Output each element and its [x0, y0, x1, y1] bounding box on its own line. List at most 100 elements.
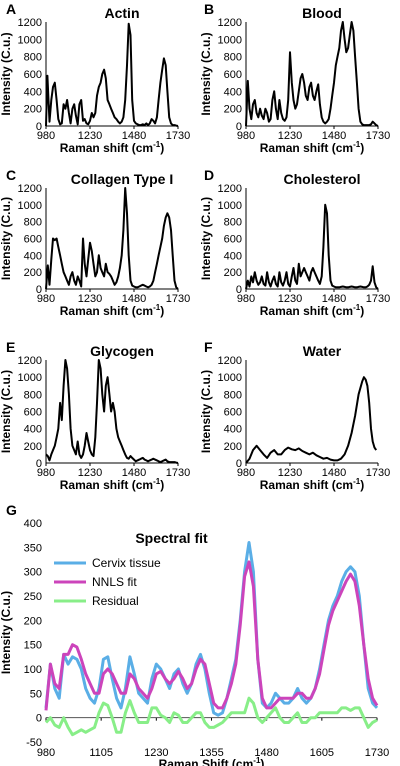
x-axis-label-text: Raman shift (cm [60, 141, 153, 155]
y-axis-label: Intensity (C.u.) [0, 370, 13, 453]
y-tick-label: 350 [24, 542, 42, 554]
y-tick-label: 800 [24, 389, 42, 401]
y-axis-label: Intensity (C.u.) [199, 370, 213, 453]
y-tick-label: 300 [24, 567, 42, 579]
y-tick-label: 250 [24, 591, 42, 603]
y-tick-label: 0 [236, 284, 242, 296]
y-tick-label: 400 [224, 424, 242, 436]
panel-letter: E [6, 339, 15, 355]
series-line [245, 376, 378, 464]
x-tick-label: 1355 [199, 747, 223, 759]
y-tick-label: 100 [24, 664, 42, 676]
x-tick-label: 1730 [365, 747, 389, 759]
y-tick-label: 400 [24, 518, 42, 530]
y-tick-label: 600 [24, 407, 42, 419]
panel-d: 0 200 400 600 800 1000 1200 980 1230 1480 1730 D Cho… [199, 167, 390, 318]
y-tick-label: 400 [24, 250, 42, 262]
y-tick-label: 800 [24, 52, 42, 64]
series-line [245, 21, 379, 127]
x-tick-label: 1230 [78, 293, 102, 305]
series-line [44, 560, 379, 711]
y-tick-label: 1200 [18, 183, 42, 195]
y-tick-label: 400 [24, 424, 42, 436]
x-axis-label: Raman shift (cm-1) [60, 477, 164, 492]
x-tick-label: 1730 [366, 130, 390, 142]
series-line [44, 696, 378, 737]
x-tick-label: 1480 [122, 130, 146, 142]
x-tick-label: 1230 [278, 130, 302, 142]
x-axis-label-sup: -1 [253, 756, 261, 765]
x-axis-label: Raman shift (cm-1) [260, 140, 364, 155]
x-tick-label: 1730 [166, 130, 190, 142]
x-tick-label: 1230 [78, 467, 102, 479]
x-axis-label-text: Raman shift (cm [260, 478, 353, 492]
x-tick-label: 980 [237, 467, 255, 479]
x-axis-label: Raman shift (cm-1) [260, 303, 364, 318]
y-axis-label: Intensity (C.u.) [199, 197, 213, 280]
chart-title: Blood [302, 5, 342, 21]
y-tick-label: 800 [224, 389, 242, 401]
y-tick-label: 1000 [18, 34, 42, 46]
x-axis-label-sup: -1 [153, 303, 161, 312]
x-tick-label: 980 [237, 130, 255, 142]
y-tick-label: 1000 [18, 200, 42, 212]
x-tick-label: 1730 [366, 293, 390, 305]
x-axis-label-sup: -1 [153, 477, 161, 486]
series-line [45, 187, 179, 290]
y-tick-label: 800 [224, 217, 242, 229]
x-tick-label: 1230 [78, 130, 102, 142]
y-tick-label: 600 [24, 69, 42, 81]
y-tick-label: 200 [224, 267, 242, 279]
x-axis-label: Raman shift (cm-1) [260, 477, 364, 492]
panel-e: 0 200 400 600 800 1000 1200 980 1230 1480 1730 E Gly… [0, 339, 190, 492]
x-tick-label: 980 [37, 130, 55, 142]
panel-letter: G [6, 502, 17, 518]
y-tick-label: 1000 [18, 372, 42, 384]
x-axis-label-text: Raman shift (cm [260, 141, 353, 155]
y-tick-label: -50 [26, 737, 42, 749]
y-tick-label: 200 [224, 441, 242, 453]
y-tick-label: 150 [24, 640, 42, 652]
legend-label: NNLS fit [92, 575, 137, 589]
y-tick-label: 1000 [218, 34, 242, 46]
panel-letter: C [6, 167, 16, 183]
chart-title: Cholesterol [283, 171, 360, 187]
y-axis-label: Intensity (C.u.) [0, 32, 13, 115]
y-tick-label: 200 [24, 615, 42, 627]
chart-title: Actin [105, 5, 140, 21]
x-axis-label-text: Raman shift (cm [60, 304, 153, 318]
y-tick-label: 0 [36, 713, 42, 725]
x-axis-label-sup: -1 [153, 140, 161, 149]
y-tick-label: 600 [224, 407, 242, 419]
chart-title: Glycogen [90, 343, 154, 359]
series-line [45, 359, 179, 464]
x-axis-label-sup: -1 [353, 477, 361, 486]
x-tick-label: 1730 [166, 467, 190, 479]
x-axis-label-sup: -1 [353, 303, 361, 312]
x-tick-label: 1230 [144, 747, 168, 759]
y-tick-label: 600 [224, 234, 242, 246]
x-tick-label: 1480 [322, 130, 346, 142]
y-axis-label: Intensity (C.u.) [199, 32, 213, 115]
y-axis-label: Intensity (C.u.) [0, 591, 13, 674]
legend-label: Residual [92, 594, 139, 608]
x-tick-label: 1480 [122, 467, 146, 479]
y-tick-label: 1200 [218, 183, 242, 195]
y-tick-label: 0 [36, 458, 42, 470]
panel-c: 0 200 400 600 800 1000 1200 980 1230 1480 1730 C Col… [0, 167, 190, 318]
y-tick-label: 200 [24, 104, 42, 116]
y-axis-label: Intensity (C.u.) [0, 197, 13, 280]
x-tick-label: 1105 [89, 747, 113, 759]
panel-letter: D [204, 167, 214, 183]
x-tick-label: 1730 [166, 293, 190, 305]
x-tick-label: 1605 [310, 747, 334, 759]
y-tick-label: 50 [30, 688, 42, 700]
x-tick-label: 1480 [254, 747, 278, 759]
panel-g: -50 0 50 100 150 200 250 300 350 400 980 1105 1230 13… [0, 502, 389, 766]
x-axis-label-text: Raman shift (cm [60, 478, 153, 492]
panel-f: 0 200 400 600 800 1000 1200 980 1230 1480 1730 F Wat… [199, 339, 390, 492]
x-tick-label: 980 [37, 293, 55, 305]
chart-title: Water [303, 343, 342, 359]
x-axis-label-end: ) [360, 141, 364, 155]
